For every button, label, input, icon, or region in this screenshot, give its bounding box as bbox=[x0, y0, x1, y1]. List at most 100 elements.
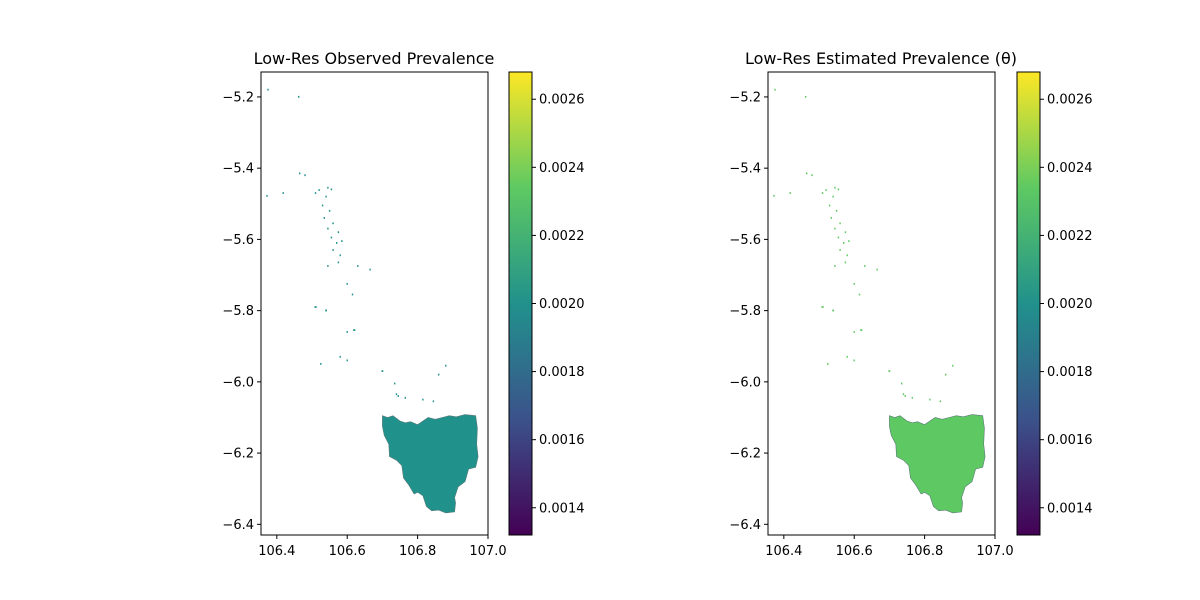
island-cell bbox=[320, 363, 322, 365]
island-cell bbox=[805, 95, 807, 98]
island-cell bbox=[304, 174, 306, 177]
island-cell bbox=[864, 265, 866, 267]
island-cell bbox=[422, 398, 424, 401]
x-tick-label: 106.4 bbox=[765, 544, 802, 559]
y-axis: −5.2 −5.4 −5.6 −5.8 −6.0 −6.2 −6.4 bbox=[729, 90, 768, 533]
island-cell bbox=[328, 209, 331, 212]
island-cell bbox=[346, 359, 348, 362]
x-tick-label: 106.6 bbox=[329, 544, 366, 559]
island-cell bbox=[844, 261, 847, 264]
island-cell bbox=[837, 236, 840, 239]
x-tick-label: 107.0 bbox=[469, 544, 506, 559]
island-cell bbox=[853, 359, 855, 362]
y-tick-label: −6.2 bbox=[729, 447, 761, 462]
colorbar-tick-label: 0.0018 bbox=[1047, 365, 1093, 380]
island-cell bbox=[876, 268, 878, 271]
colorbar-tick-label: 0.0020 bbox=[539, 297, 585, 312]
island-cell bbox=[336, 242, 338, 244]
island-cell bbox=[327, 265, 329, 267]
y-tick-label: −5.2 bbox=[222, 90, 254, 105]
map-region-layer bbox=[266, 88, 479, 514]
island-cell bbox=[945, 373, 947, 376]
island-cell bbox=[438, 373, 440, 376]
island-cell bbox=[821, 192, 824, 194]
panel-estimated: Low-Res Estimated Prevalence (θ) −5.2−5.… bbox=[729, 49, 1092, 559]
island-cell bbox=[325, 309, 327, 312]
island-cell bbox=[395, 393, 398, 396]
island-cell bbox=[844, 231, 847, 234]
y-tick-label: −5.8 bbox=[222, 304, 254, 319]
colorbar-tick-label: 0.0022 bbox=[539, 229, 585, 244]
island-cell bbox=[929, 398, 931, 401]
island-cell bbox=[904, 395, 906, 397]
island-cell bbox=[314, 192, 317, 194]
colorbar-tick-label: 0.0016 bbox=[1047, 433, 1093, 448]
colorbar-tick-label: 0.0026 bbox=[539, 93, 585, 108]
island-cell bbox=[299, 172, 301, 175]
island-cell bbox=[834, 186, 836, 189]
island-cell bbox=[325, 195, 327, 198]
island-cell bbox=[774, 88, 776, 91]
island-cell bbox=[888, 370, 891, 372]
y-tick-label: −6.0 bbox=[222, 375, 254, 390]
x-tick-label: 106.8 bbox=[906, 544, 943, 559]
colorbar-tick-label: 0.0026 bbox=[1047, 93, 1093, 108]
island-cell bbox=[789, 192, 791, 194]
colorbar-gradient bbox=[508, 71, 533, 536]
island-cell bbox=[327, 227, 329, 230]
island-cell bbox=[911, 396, 913, 399]
x-tick-label: 106.8 bbox=[399, 544, 436, 559]
island-cell bbox=[830, 217, 832, 219]
island-cell bbox=[298, 95, 300, 98]
island-cell bbox=[353, 329, 356, 331]
region-polygon bbox=[889, 414, 986, 514]
island-cell bbox=[858, 293, 861, 296]
y-tick-label: −5.6 bbox=[729, 233, 761, 248]
island-cell bbox=[901, 382, 903, 385]
colorbar-tick-label: 0.0014 bbox=[539, 501, 585, 516]
island-cell bbox=[339, 355, 341, 358]
island-cell bbox=[267, 88, 269, 91]
island-cell bbox=[835, 209, 838, 212]
map-region-layer bbox=[773, 88, 986, 514]
island-cell bbox=[330, 188, 333, 191]
island-cell bbox=[346, 331, 348, 333]
island-cell bbox=[828, 204, 831, 207]
island-cell bbox=[860, 329, 863, 331]
island-cell bbox=[337, 261, 340, 264]
island-cell bbox=[327, 186, 329, 189]
y-tick-label: −6.2 bbox=[222, 447, 254, 462]
island-cell bbox=[314, 306, 317, 308]
colorbar-gradient bbox=[1016, 71, 1041, 536]
island-cell bbox=[839, 222, 841, 225]
island-cell bbox=[346, 282, 348, 285]
island-cell bbox=[843, 242, 845, 244]
island-cell bbox=[266, 194, 268, 197]
x-axis: 106.4 106.6 106.8 107.0 bbox=[765, 535, 1014, 559]
island-cell bbox=[811, 174, 813, 177]
colorbar-tick-label: 0.0016 bbox=[539, 433, 585, 448]
colorbar-tick-label: 0.0024 bbox=[539, 161, 585, 176]
island-cell bbox=[834, 265, 836, 267]
colorbar-axis: 0.0014 0.0016 0.0018 0.0020 0.0022 0.0024 0.00… bbox=[1040, 93, 1093, 516]
colorbar-tick-label: 0.0018 bbox=[539, 365, 585, 380]
island-cell bbox=[332, 222, 334, 225]
y-tick-label: −6.4 bbox=[729, 518, 761, 533]
colorbar-tick-label: 0.0022 bbox=[1047, 229, 1093, 244]
island-cell bbox=[357, 265, 359, 267]
island-cell bbox=[846, 254, 848, 257]
island-cell bbox=[853, 331, 855, 333]
island-cell bbox=[832, 195, 834, 198]
island-cell bbox=[853, 282, 855, 285]
x-axis: 106.4 106.6 106.8 107.0 bbox=[258, 535, 507, 559]
island-cell bbox=[282, 192, 284, 194]
chart-title: Low-Res Observed Prevalence bbox=[254, 49, 495, 68]
island-cell bbox=[445, 364, 447, 367]
island-cell bbox=[323, 217, 325, 219]
island-cell bbox=[806, 172, 808, 175]
island-cell bbox=[837, 188, 840, 191]
island-cell bbox=[846, 355, 848, 358]
colorbar-tick-label: 0.0014 bbox=[1047, 501, 1093, 516]
island-cell bbox=[773, 194, 775, 197]
